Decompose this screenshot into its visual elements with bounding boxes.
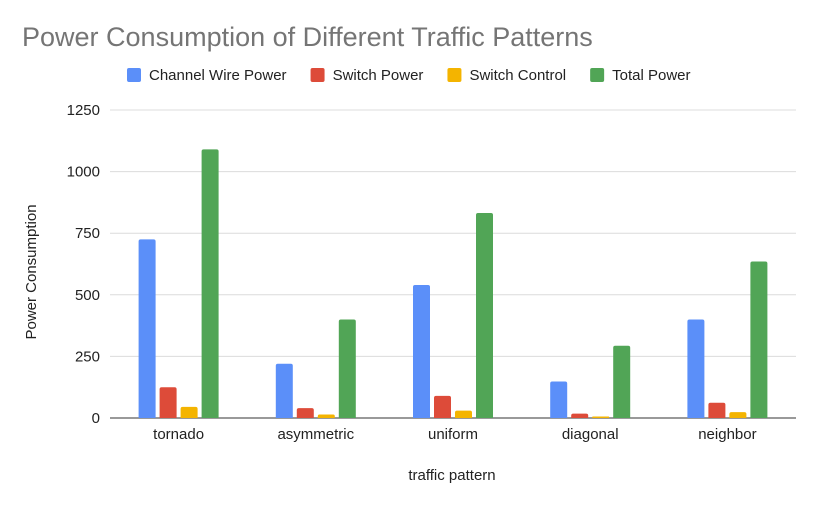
y-tick-label: 1250 (67, 102, 100, 119)
y-tick-label: 500 (75, 287, 100, 304)
x-axis-label: traffic pattern (408, 467, 495, 484)
y-axis-ticks: 0 250 500 750 1000 1250 (67, 102, 100, 427)
bar-switch-power-asymmetric (296, 408, 314, 418)
bar-total-power-neighbor (750, 261, 768, 418)
legend-item-channel-wire-power[interactable]: Channel Wire Power (127, 67, 287, 84)
bar-channel-wire-power-diagonal (550, 381, 568, 418)
x-tick-label-neighbor: neighbor (698, 426, 756, 443)
legend-label: Channel Wire Power (149, 67, 287, 84)
legend-label: Total Power (612, 67, 690, 84)
x-axis-ticks: tornado asymmetric uniform diagonal neighbor (153, 426, 756, 443)
legend-item-total-power[interactable]: Total Power (590, 67, 691, 84)
bar-switch-control-asymmetric (317, 414, 335, 418)
legend-swatch (447, 68, 462, 82)
y-tick-label: 250 (75, 348, 100, 365)
bar-channel-wire-power-uniform (413, 284, 430, 418)
bar-switch-control-diagonal (592, 416, 610, 418)
legend: Channel Wire Power Switch Power Switch Con… (127, 67, 691, 84)
bar-switch-power-uniform (434, 395, 451, 418)
chart-title: Power Consumption of Different Traffic P… (22, 22, 593, 52)
bar-total-power-uniform (476, 212, 493, 418)
bars (138, 149, 768, 418)
gridlines (110, 109, 796, 419)
bar-total-power-tornado (201, 149, 219, 418)
legend-item-switch-control[interactable]: Switch Control (447, 67, 566, 84)
y-tick-label: 0 (92, 410, 100, 427)
x-tick-label-asymmetric: asymmetric (277, 426, 354, 443)
bar-channel-wire-power-tornado (138, 239, 156, 418)
bar-switch-power-neighbor (708, 402, 726, 418)
legend-swatch (127, 68, 141, 82)
bar-switch-power-tornado (159, 387, 177, 418)
x-tick-label-diagonal: diagonal (562, 426, 619, 443)
bar-channel-wire-power-neighbor (687, 319, 705, 418)
y-tick-label: 750 (75, 225, 100, 242)
legend-swatch (310, 68, 325, 82)
y-axis-label: Power Consumption (23, 204, 40, 339)
bar-switch-power-diagonal (571, 413, 589, 418)
legend-label: Switch Control (469, 67, 566, 84)
legend-item-switch-power[interactable]: Switch Power (310, 67, 424, 84)
legend-swatch (590, 68, 605, 82)
bar-switch-control-neighbor (729, 412, 747, 418)
bar-switch-control-uniform (455, 410, 472, 418)
legend-label: Switch Power (333, 67, 424, 84)
y-tick-label: 1000 (67, 164, 100, 181)
bar-channel-wire-power-asymmetric (275, 363, 293, 418)
x-tick-label-tornado: tornado (153, 426, 204, 443)
bar-total-power-diagonal (613, 345, 631, 418)
bar-switch-control-tornado (180, 406, 198, 418)
bar-total-power-asymmetric (338, 319, 356, 418)
x-tick-label-uniform: uniform (428, 426, 478, 443)
